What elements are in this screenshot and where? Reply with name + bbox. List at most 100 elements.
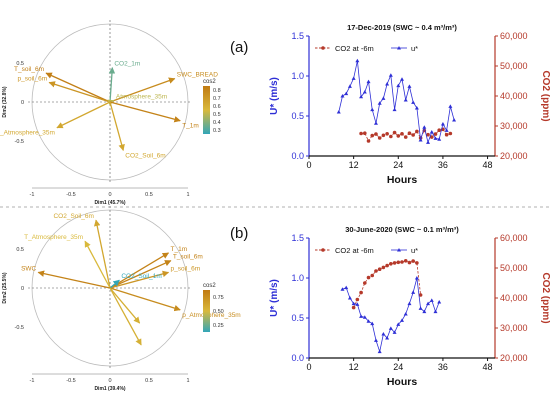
vector-label: CO2_1m — [114, 61, 140, 68]
ustar-data-point — [355, 302, 360, 306]
legend-co2-label: CO2 at -6m — [335, 246, 374, 255]
x-tick-label: 0 — [306, 362, 311, 372]
co2-data-point — [433, 132, 438, 136]
vector-arrow — [109, 252, 170, 289]
right-tick-label: 50,000 — [500, 263, 528, 273]
colorbar-tick: 0.5 — [213, 112, 221, 118]
x-tick-label: -1 — [30, 378, 35, 384]
ustar-data-point — [359, 314, 364, 318]
ustar-data-point — [351, 301, 356, 306]
colorbar-title: cos2 — [203, 79, 216, 85]
vector-label: CO2_Soil_6m — [53, 213, 93, 220]
y-tick-label: 0.5 — [16, 247, 24, 253]
x-tick-label: 12 — [349, 160, 359, 170]
vector-label: T_soil_6m — [173, 254, 203, 261]
x-tick-label: 36 — [438, 160, 448, 170]
vector-label: Atmosphere_35m — [116, 93, 167, 100]
timeseries-chart-b: 30-June-2020 (SWC ~ 0.1 m³/m³) 0 12 24 36 48 H… — [269, 225, 550, 388]
left-tick-label: 1.0 — [291, 273, 304, 283]
co2-data-point — [374, 269, 378, 273]
co2-data-point — [437, 128, 442, 132]
ustar-data-point — [414, 106, 419, 110]
y-axis-title: Dim2 (32.8%) — [2, 86, 8, 117]
co2-data-point — [411, 259, 415, 263]
ustar-data-point — [400, 77, 404, 81]
ustar-data-point — [388, 326, 393, 330]
ustar-data-point — [370, 107, 375, 112]
co2-data-point — [385, 132, 389, 136]
co2-data-point — [370, 273, 375, 278]
ustar-data-point — [381, 332, 386, 336]
ustar-data-point — [403, 312, 408, 316]
left-tick-label: 1.0 — [291, 71, 304, 81]
timeseries-chart-a: 17-Dec-2019 (SWC ~ 0.4 m³/m³) 0 12 24 36 48 Ho… — [269, 23, 550, 186]
colorbar-tick: 0.25 — [213, 323, 224, 329]
ustar-data-point — [347, 84, 352, 88]
x-axis-title: Dim1 (45.7%) — [94, 200, 125, 206]
x-tick-label: 24 — [393, 160, 403, 170]
ustar-data-point — [448, 104, 453, 108]
x-tick-label: 48 — [483, 160, 493, 170]
colorbar-tick: 0.8 — [213, 88, 221, 94]
ustar-data-point — [392, 330, 397, 334]
right-tick-label: 60,000 — [500, 233, 528, 243]
ustar-data-point — [377, 101, 382, 105]
x-tick-label: 0 — [306, 160, 311, 170]
co2-data-point — [385, 263, 389, 268]
ustar-data-point — [429, 130, 434, 134]
x-tick-label: 48 — [483, 362, 493, 372]
left-tick-label: 0.0 — [291, 151, 304, 161]
ustar-data-point — [385, 82, 390, 86]
vector-label: T_1m — [171, 246, 188, 253]
ustar-data-point — [373, 121, 378, 125]
co2-data-point — [359, 131, 363, 136]
vector-label: p_Atmosphere_35m — [0, 130, 55, 137]
y-tick-label: -0.5 — [15, 139, 24, 145]
co2-data-point — [400, 260, 404, 264]
ustar-data-point — [418, 138, 423, 142]
ustar-data-point — [433, 309, 438, 314]
left-tick-label: 1.5 — [291, 31, 304, 41]
left-axis-title: U* (m/s) — [269, 77, 280, 115]
right-tick-label: 40,000 — [500, 91, 528, 101]
colorbar — [203, 86, 210, 134]
y-axis-title: Dim2 (25.5%) — [2, 272, 8, 303]
co2-data-point — [448, 131, 453, 136]
vector-label: SWC — [21, 265, 36, 272]
co2-data-point — [359, 290, 363, 295]
co2-data-point — [407, 260, 412, 265]
vector-arrow — [37, 270, 111, 289]
co2-data-point — [426, 132, 430, 137]
ustar-data-point — [366, 319, 371, 323]
ustar-data-point — [429, 298, 434, 302]
pca-biplot-a: -1 -0.5 0 0.5 1 0.5 0 -0.5 Dim1 (45.7%) Dim2 (32.… — [0, 20, 221, 206]
x-tick-label: 12 — [349, 362, 359, 372]
x-tick-label: 0.5 — [145, 192, 153, 198]
co2-data-point — [403, 259, 408, 263]
co2-data-point — [396, 134, 401, 138]
ustar-data-point — [452, 118, 457, 122]
co2-data-point — [366, 139, 371, 143]
colorbar-tick: 0.75 — [213, 295, 224, 301]
x-axis-title: Hours — [387, 174, 417, 186]
co2-data-point — [415, 129, 419, 134]
vector-arrow — [109, 287, 181, 312]
vector-label: CO2_Soil_1m — [121, 273, 161, 280]
x-axis-title: Hours — [387, 376, 417, 388]
legend-co2-label: CO2 at -6m — [335, 44, 374, 53]
vector-label: T_Atmosphere_35m — [24, 234, 83, 241]
co2-data-point — [363, 131, 367, 135]
vector-label: CO2_Soil_6m — [125, 152, 165, 159]
x-tick-label: -0.5 — [66, 378, 75, 384]
y-tick-label: 0 — [21, 286, 24, 292]
ustar-data-point — [344, 91, 349, 96]
ustar-data-point — [411, 100, 416, 104]
vector-arrow — [109, 260, 172, 289]
left-tick-label: 0.0 — [291, 353, 304, 363]
right-tick-label: 50,000 — [500, 61, 528, 71]
ustar-data-point — [362, 315, 367, 319]
co2-data-point — [366, 275, 371, 280]
legend-ustar-marker — [397, 248, 401, 252]
vector-arrow — [109, 77, 176, 103]
